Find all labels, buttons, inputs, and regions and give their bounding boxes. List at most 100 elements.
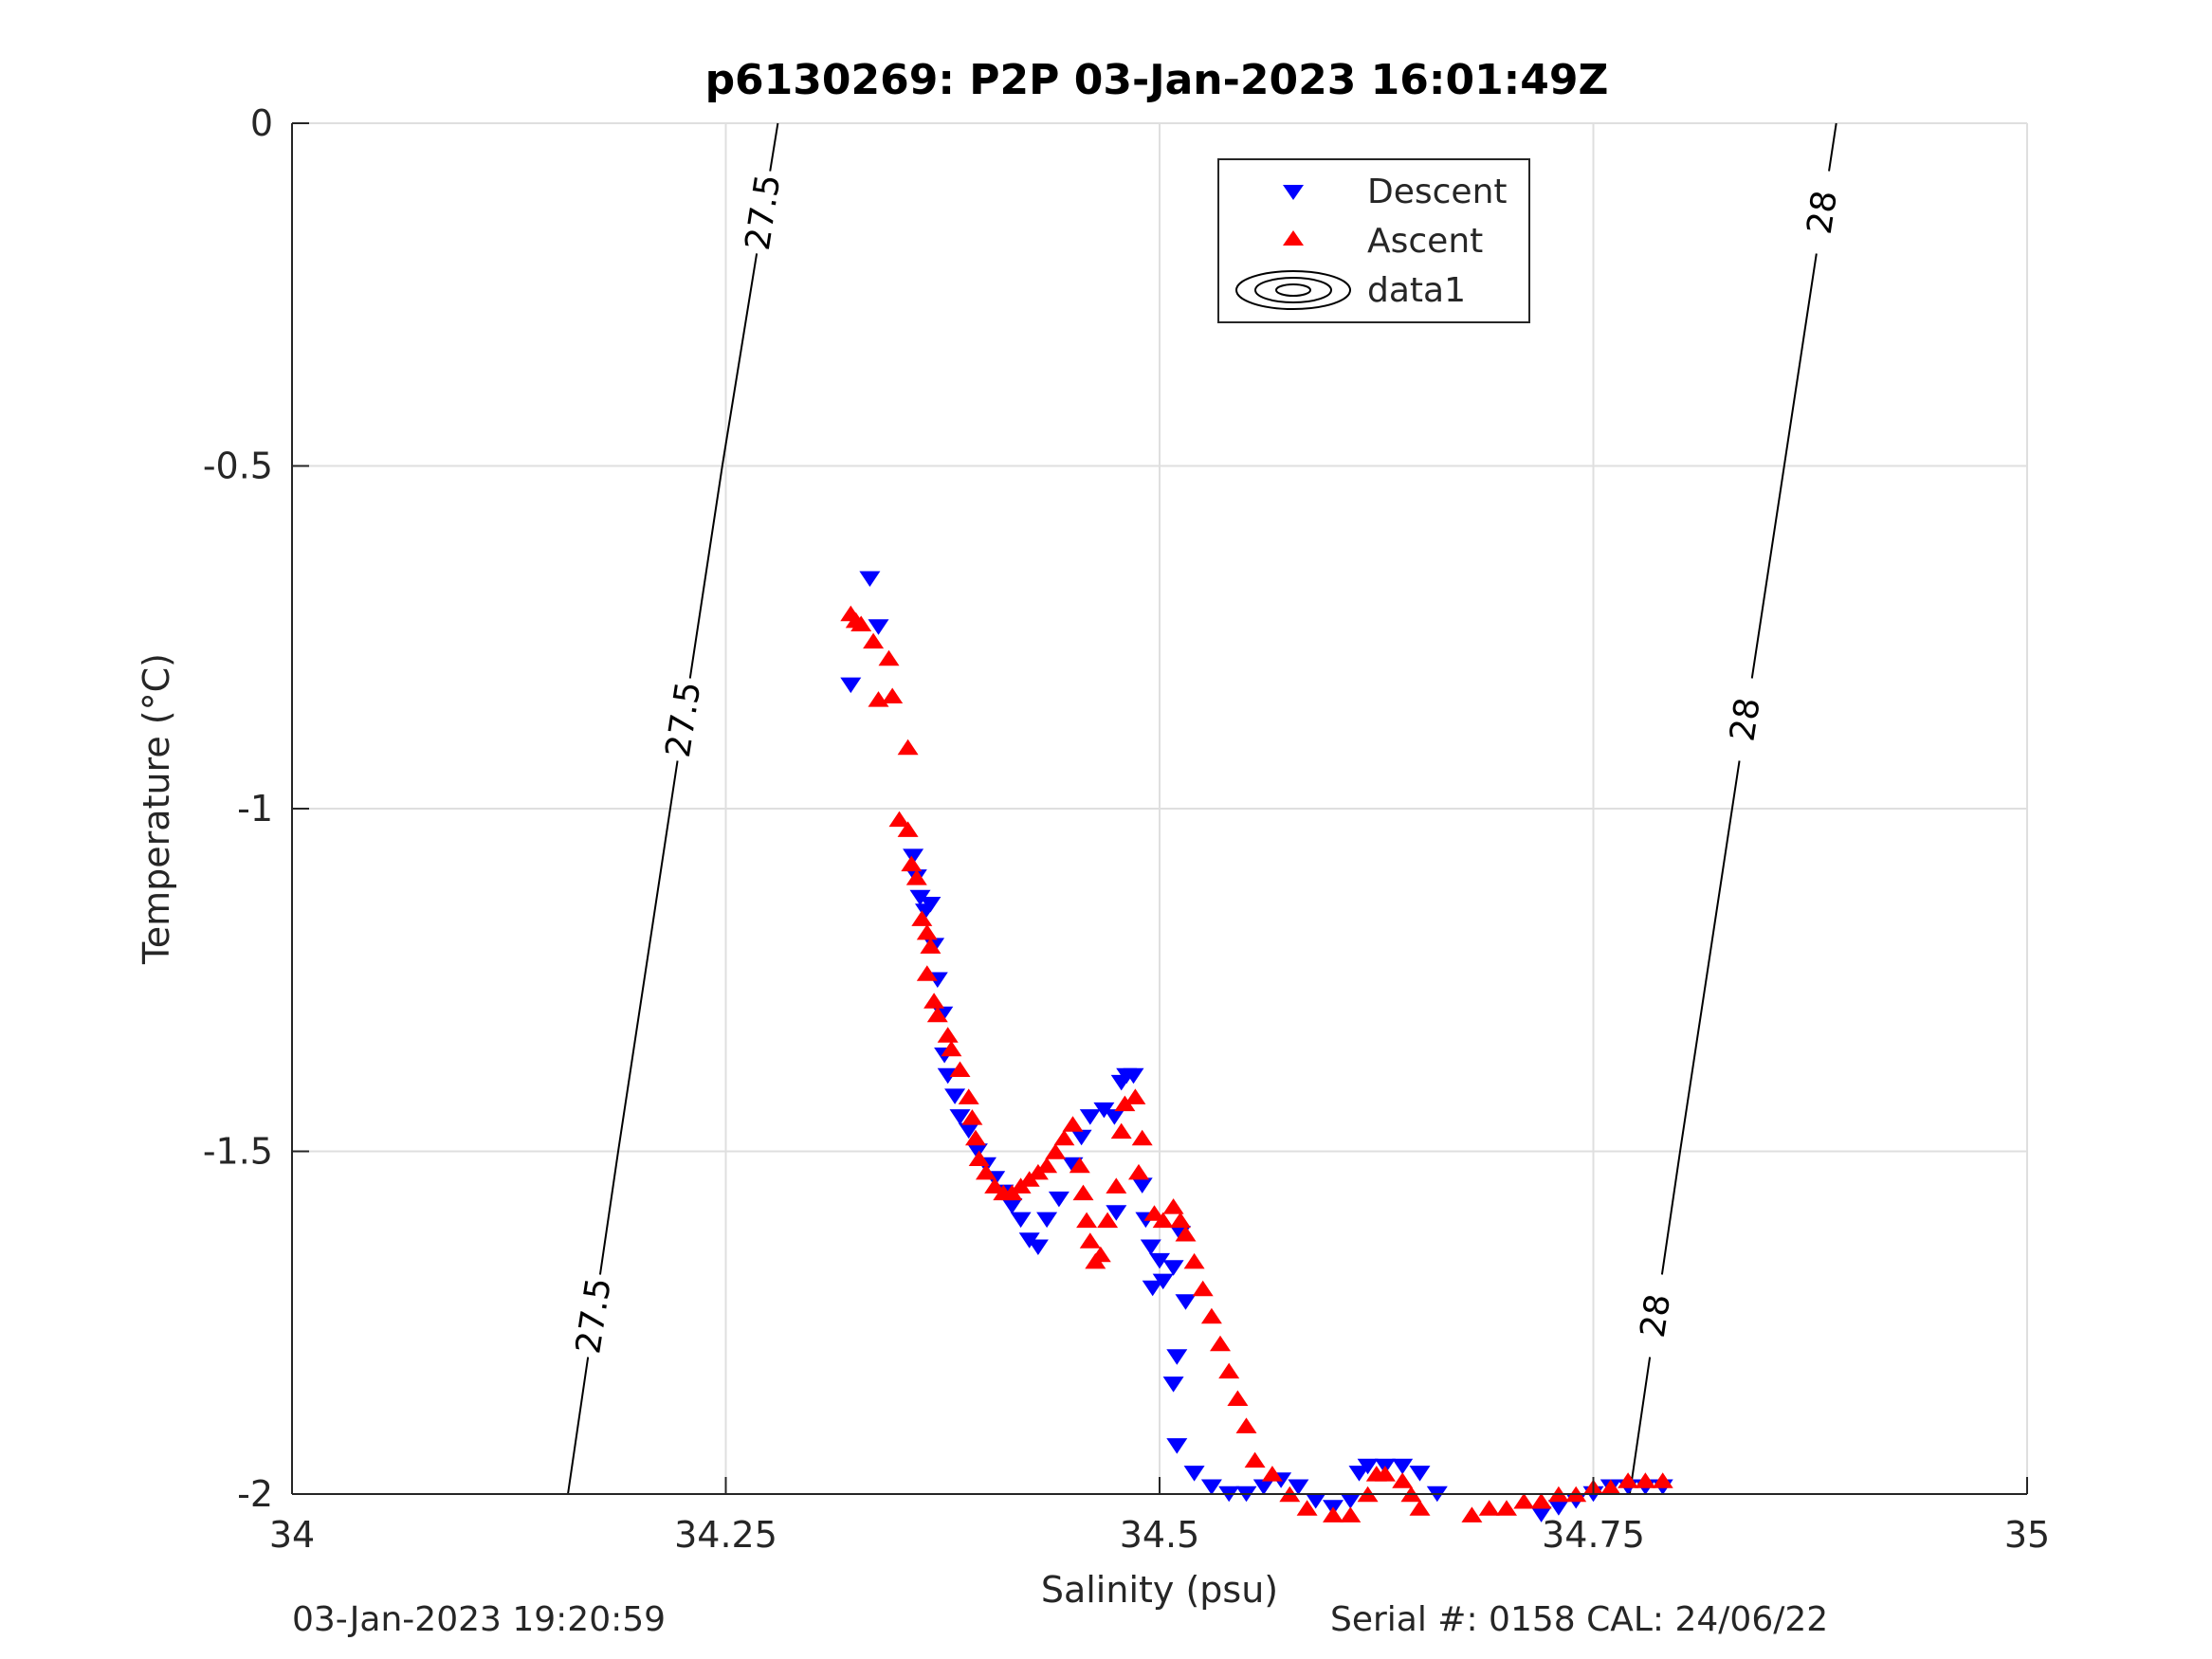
ascent-marker-6 [868, 691, 889, 707]
ascent-marker-45 [1114, 1095, 1136, 1112]
x-tick-label-1: 34.25 [674, 1514, 777, 1556]
ascent-marker-34 [1053, 1129, 1075, 1146]
descent-marker-51 [1252, 1479, 1274, 1495]
ascent-marker-47 [1128, 1163, 1149, 1180]
ascent-marker-54 [1183, 1252, 1205, 1269]
contour-label-bg [573, 1272, 616, 1359]
ascent-marker-35 [1062, 1116, 1084, 1132]
descent-marker-14 [949, 1109, 971, 1125]
ascent-marker-58 [1218, 1362, 1240, 1379]
ascent-marker-46 [1124, 1088, 1146, 1104]
descent-marker-69 [1547, 1500, 1569, 1516]
ascent-marker-22 [961, 1109, 983, 1125]
ascent-marker-64 [1296, 1500, 1318, 1516]
legend-ascent-marker [1283, 230, 1304, 246]
y-tick-label-4: -2 [237, 1473, 273, 1515]
ascent-marker-16 [923, 993, 945, 1009]
x-axis-label: Salinity (psu) [1041, 1569, 1278, 1611]
ascent-marker-11 [905, 869, 927, 885]
ascent-marker-86 [1652, 1472, 1673, 1488]
ascent-marker-44 [1110, 1122, 1132, 1139]
ascent-marker-48 [1131, 1129, 1153, 1146]
ascent-marker-12 [911, 910, 933, 926]
ascent-marker-61 [1244, 1451, 1266, 1468]
descent-marker-38 [1149, 1252, 1170, 1269]
descent-marker-60 [1392, 1458, 1414, 1475]
legend-ascent-label: Ascent [1367, 222, 1483, 261]
ascent-marker-51 [1162, 1198, 1184, 1214]
legend-descent-marker [1283, 185, 1304, 200]
ascent-marker-79 [1530, 1493, 1552, 1509]
descent-marker-39 [1142, 1280, 1163, 1297]
chart-title: p6130269: P2P 03-Jan-2023 16:01:49Z [705, 56, 1609, 104]
ascent-marker-69 [1374, 1466, 1396, 1482]
descent-marker-35 [1131, 1177, 1153, 1194]
y-tick-label-3: -1.5 [203, 1131, 273, 1173]
descent-marker-33 [1123, 1067, 1144, 1085]
legend: Descent Ascent data1 [1217, 158, 1530, 323]
descent-marker-23 [1027, 1239, 1049, 1255]
ascent-marker-78 [1513, 1493, 1535, 1509]
contour-line-1 [1628, 122, 1837, 1495]
descent-marker-61 [1409, 1466, 1431, 1482]
descent-marker-34 [1106, 1205, 1127, 1221]
legend-contour-icon [1235, 270, 1351, 310]
ascent-marker-4 [878, 649, 900, 666]
x-tick-label-4: 35 [2004, 1514, 2050, 1556]
ascent-marker-62 [1261, 1466, 1283, 1482]
ascent-marker-17 [926, 1006, 948, 1023]
descent-marker-20 [1001, 1198, 1023, 1214]
y-axis-label: Temperature (°C) [136, 653, 177, 965]
ascent-marker-55 [1192, 1280, 1214, 1297]
ascent-marker-32 [1036, 1157, 1058, 1174]
ascent-marker-19 [941, 1040, 962, 1057]
ascent-marker-76 [1478, 1500, 1500, 1516]
footer-serial-cal: Serial #: 0158 CAL: 24/06/22 [1330, 1600, 1829, 1639]
ascent-marker-15 [916, 965, 938, 981]
ascent-marker-38 [1076, 1212, 1098, 1229]
descent-marker-2 [840, 677, 862, 694]
contour-label-bg [1724, 676, 1767, 763]
legend-box [1217, 158, 1530, 323]
legend-data1-label: data1 [1367, 271, 1466, 310]
legend-descent-label: Descent [1367, 173, 1508, 211]
y-tick-label-2: -1 [237, 788, 273, 830]
ascent-marker-66 [1340, 1506, 1362, 1522]
ascent-marker-33 [1045, 1143, 1067, 1159]
descent-marker-46 [1166, 1438, 1188, 1454]
ascent-marker-36 [1069, 1157, 1090, 1174]
descent-marker-16 [966, 1143, 988, 1159]
descent-marker-44 [1166, 1349, 1188, 1365]
ascent-marker-75 [1461, 1506, 1483, 1522]
tick-labels: 34 34.25 34.5 34.75 35 0 -0.5 -1 -1.5 -2 [203, 102, 2050, 1556]
descent-marker-56 [1340, 1493, 1362, 1509]
ascent-marker-70 [1392, 1472, 1414, 1488]
descent-marker-57 [1348, 1466, 1370, 1482]
descent-marker-7 [920, 897, 941, 913]
descent-marker-47 [1183, 1466, 1205, 1482]
ascent-marker-25 [976, 1163, 996, 1180]
ascent-marker-39 [1079, 1232, 1101, 1249]
ascent-marker-8 [888, 811, 910, 828]
descent-marker-68 [1530, 1506, 1552, 1522]
ascent-marker-41 [1089, 1246, 1111, 1263]
ascent-marker-43 [1106, 1177, 1127, 1194]
ascent-marker-65 [1323, 1506, 1344, 1522]
ascent-marker-37 [1072, 1184, 1094, 1201]
ascent-marker-3 [863, 632, 885, 649]
descent-marker-15 [958, 1122, 979, 1139]
contour-label: 28 [1801, 188, 1845, 236]
ascent-marker-20 [949, 1061, 971, 1077]
ascent-marker-9 [897, 821, 919, 837]
descent-marker-58 [1357, 1458, 1379, 1475]
axes [291, 122, 2028, 1495]
descent-marker-25 [1048, 1191, 1069, 1208]
ascent-marker-53 [1175, 1226, 1197, 1242]
descent-marker-45 [1162, 1376, 1184, 1393]
descent-marker-5 [909, 889, 931, 906]
ascent-marker-5 [882, 687, 904, 703]
contour-line-0 [567, 122, 779, 1495]
descent-marker-54 [1305, 1493, 1326, 1509]
ascent-marker-85 [1635, 1472, 1656, 1488]
